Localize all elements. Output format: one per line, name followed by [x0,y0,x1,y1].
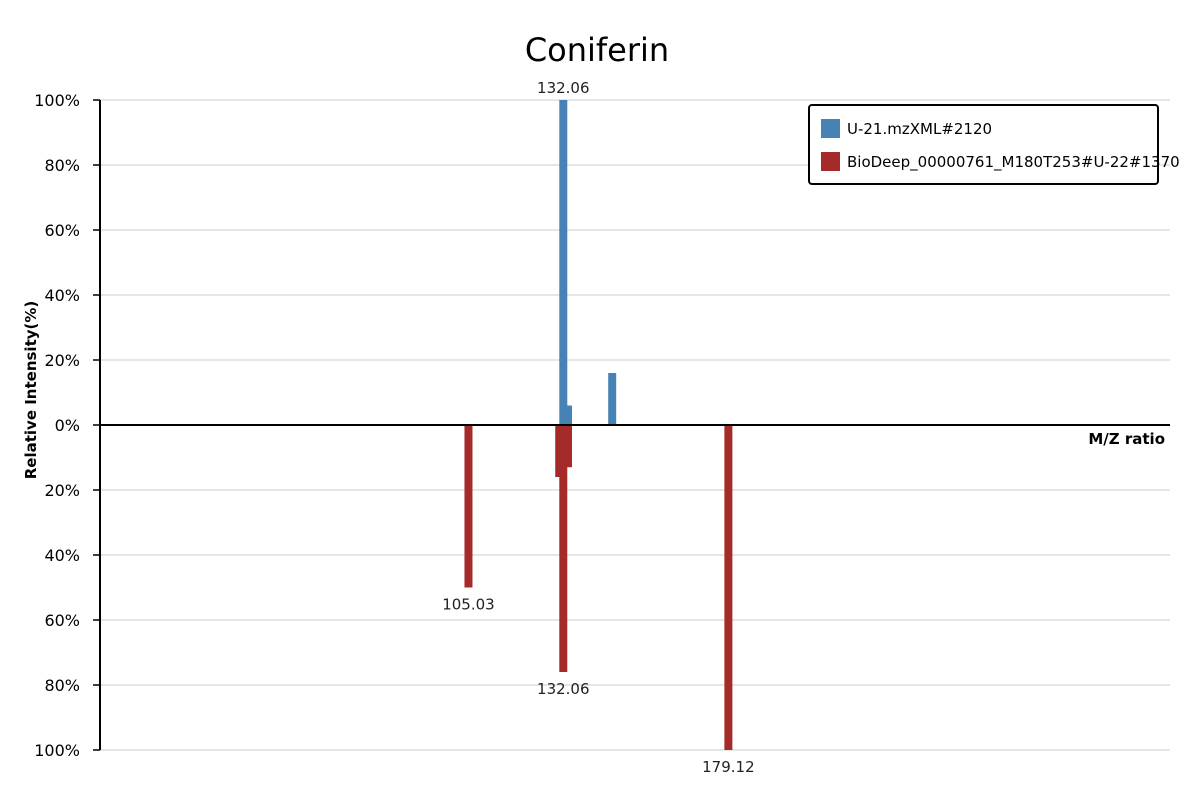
peak-bar [608,373,617,425]
peak-bars: 132.06 105.03 132.06 179.12 [442,79,754,776]
y-tick-label: 80% [44,156,80,175]
peak-bar [724,425,733,750]
legend-label: BioDeep_00000761_M180T253#U-22#1370 [847,153,1180,172]
y-tick-label: 80% [44,676,80,695]
peak-bar [559,100,568,425]
peak-label: 105.03 [442,596,495,614]
legend-swatch [821,152,840,171]
peak-label: 132.06 [537,680,590,698]
gridlines [100,99,1170,751]
y-tick-label: 60% [44,611,80,630]
axes: 100% 80% 60% 40% 20% 0% 20% 40% 60% 80% 100% [34,91,1170,760]
peak-bar [559,425,568,672]
peak-label: 132.06 [537,79,590,97]
legend-label: U-21.mzXML#2120 [847,120,992,138]
y-tick-label: 60% [44,221,80,240]
y-tick-label: 20% [44,351,80,370]
y-tick-label: 100% [34,741,80,760]
peak-bar [563,405,572,425]
peak-bar [464,425,473,588]
y-tick-label: 40% [44,546,80,565]
y-tick-label: 0% [55,416,80,435]
y-tick-label: 20% [44,481,80,500]
y-tick-label: 100% [34,91,80,110]
legend-box [808,104,1159,185]
peak-bar [563,425,572,468]
chart-title: Coniferin [525,31,669,69]
peak-bar [555,425,564,477]
legend-swatch [821,119,840,138]
x-axis-label: M/Z ratio [1088,430,1165,448]
y-axis-label: Relative Intensity(%) [22,301,40,480]
peak-label: 179.12 [702,758,755,776]
legend: U-21.mzXML#2120 BioDeep_00000761_M180T253… [808,104,1180,185]
y-tick-label: 40% [44,286,80,305]
